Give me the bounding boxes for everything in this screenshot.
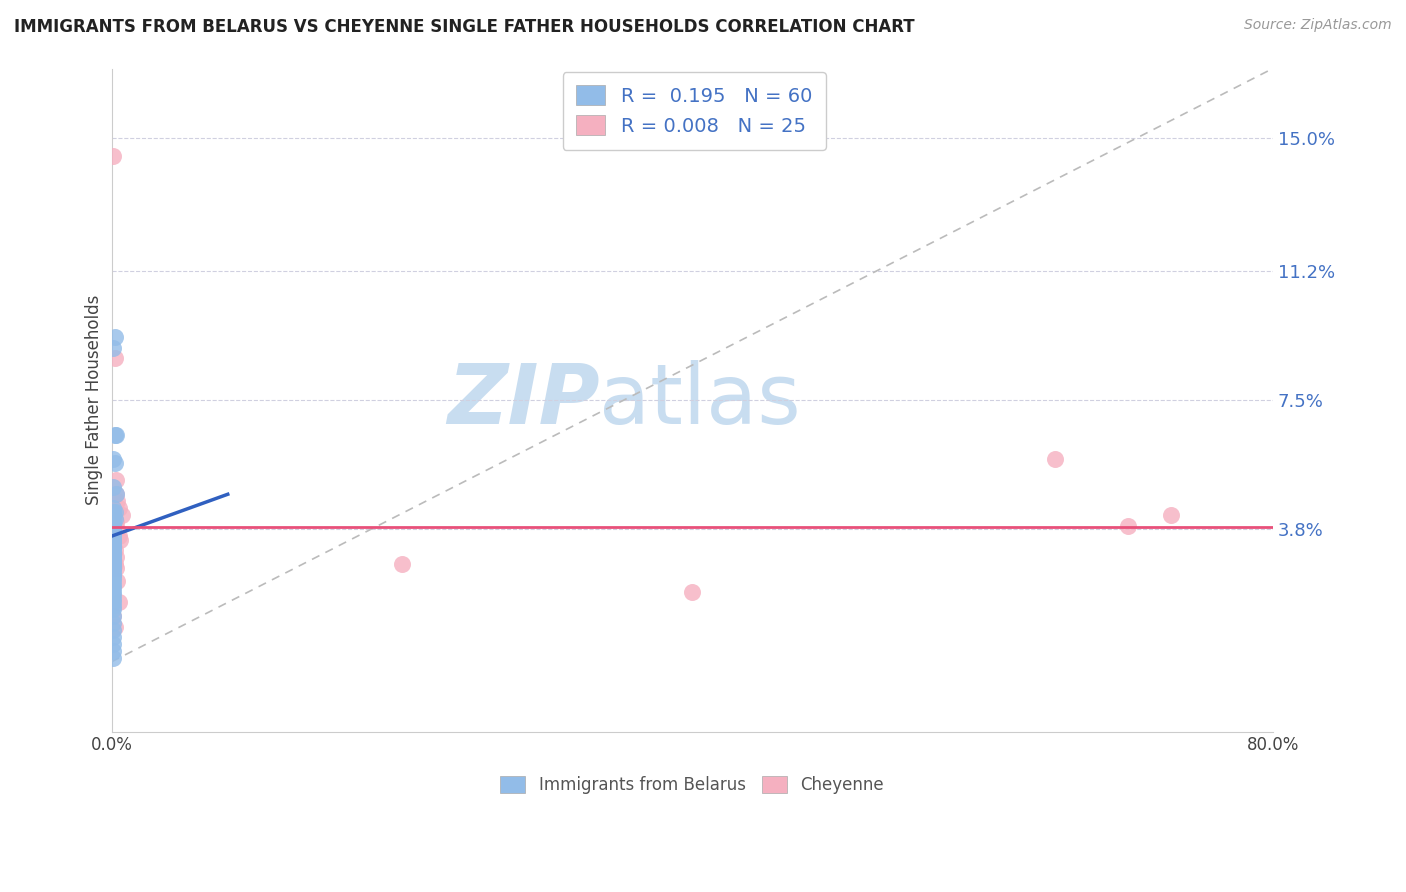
Point bbox=[108, 595, 131, 609]
Point bbox=[101, 505, 124, 519]
Point bbox=[101, 560, 124, 574]
Point bbox=[101, 543, 124, 558]
Point bbox=[101, 599, 124, 613]
Point bbox=[103, 511, 125, 525]
Point bbox=[391, 557, 413, 571]
Point bbox=[104, 473, 127, 487]
Point bbox=[101, 536, 124, 550]
Point bbox=[103, 557, 125, 571]
Point bbox=[104, 487, 127, 501]
Point bbox=[103, 351, 125, 366]
Point bbox=[101, 651, 124, 665]
Point bbox=[103, 330, 125, 344]
Point bbox=[101, 567, 124, 582]
Point bbox=[104, 515, 127, 529]
Point bbox=[108, 501, 131, 516]
Point bbox=[101, 553, 124, 567]
Point bbox=[101, 624, 124, 638]
Point bbox=[108, 529, 131, 543]
Point bbox=[101, 602, 124, 616]
Point bbox=[101, 567, 124, 582]
Text: atlas: atlas bbox=[599, 359, 801, 441]
Point bbox=[101, 515, 124, 529]
Text: IMMIGRANTS FROM BELARUS VS CHEYENNE SINGLE FATHER HOUSEHOLDS CORRELATION CHART: IMMIGRANTS FROM BELARUS VS CHEYENNE SING… bbox=[14, 18, 915, 36]
Point bbox=[103, 543, 125, 558]
Point bbox=[101, 560, 124, 574]
Point bbox=[101, 550, 124, 565]
Point bbox=[101, 540, 124, 554]
Point bbox=[101, 547, 124, 561]
Point bbox=[101, 540, 124, 554]
Point bbox=[681, 585, 703, 599]
Point bbox=[101, 536, 124, 550]
Point bbox=[103, 456, 125, 470]
Point bbox=[101, 616, 124, 631]
Y-axis label: Single Father Households: Single Father Households bbox=[86, 295, 103, 505]
Point bbox=[104, 428, 127, 442]
Point bbox=[101, 557, 124, 571]
Point bbox=[101, 525, 124, 540]
Point bbox=[101, 564, 124, 578]
Point bbox=[103, 620, 125, 634]
Point bbox=[101, 149, 124, 163]
Point bbox=[101, 630, 124, 644]
Point bbox=[110, 533, 132, 547]
Point bbox=[101, 582, 124, 596]
Point bbox=[107, 574, 129, 589]
Point bbox=[103, 505, 125, 519]
Point bbox=[101, 609, 124, 624]
Text: ZIP: ZIP bbox=[447, 359, 599, 441]
Point bbox=[101, 574, 124, 589]
Point bbox=[101, 571, 124, 585]
Point bbox=[101, 553, 124, 567]
Point bbox=[101, 557, 124, 571]
Point bbox=[1160, 508, 1182, 523]
Point bbox=[101, 522, 124, 536]
Legend: Immigrants from Belarus, Cheyenne: Immigrants from Belarus, Cheyenne bbox=[492, 768, 893, 803]
Point bbox=[101, 522, 124, 536]
Point bbox=[101, 452, 124, 467]
Point bbox=[101, 589, 124, 603]
Point bbox=[101, 515, 124, 529]
Point bbox=[101, 480, 124, 494]
Point bbox=[101, 609, 124, 624]
Point bbox=[101, 547, 124, 561]
Point bbox=[101, 533, 124, 547]
Point bbox=[101, 540, 124, 554]
Point bbox=[101, 529, 124, 543]
Point bbox=[101, 501, 124, 516]
Point bbox=[103, 428, 125, 442]
Point bbox=[101, 529, 124, 543]
Point bbox=[101, 595, 124, 609]
Point bbox=[101, 525, 124, 540]
Point bbox=[104, 487, 127, 501]
Point bbox=[104, 560, 127, 574]
Text: Source: ZipAtlas.com: Source: ZipAtlas.com bbox=[1244, 18, 1392, 32]
Point bbox=[1043, 452, 1066, 467]
Point bbox=[101, 508, 124, 523]
Point bbox=[107, 494, 129, 508]
Point bbox=[101, 533, 124, 547]
Point bbox=[111, 508, 134, 523]
Point bbox=[101, 550, 124, 565]
Point bbox=[101, 518, 124, 533]
Point bbox=[107, 522, 129, 536]
Point bbox=[101, 341, 124, 355]
Point bbox=[104, 550, 127, 565]
Point bbox=[1116, 518, 1139, 533]
Point bbox=[101, 543, 124, 558]
Point bbox=[101, 591, 124, 606]
Point bbox=[101, 585, 124, 599]
Point bbox=[101, 644, 124, 658]
Point bbox=[101, 578, 124, 592]
Point bbox=[101, 637, 124, 651]
